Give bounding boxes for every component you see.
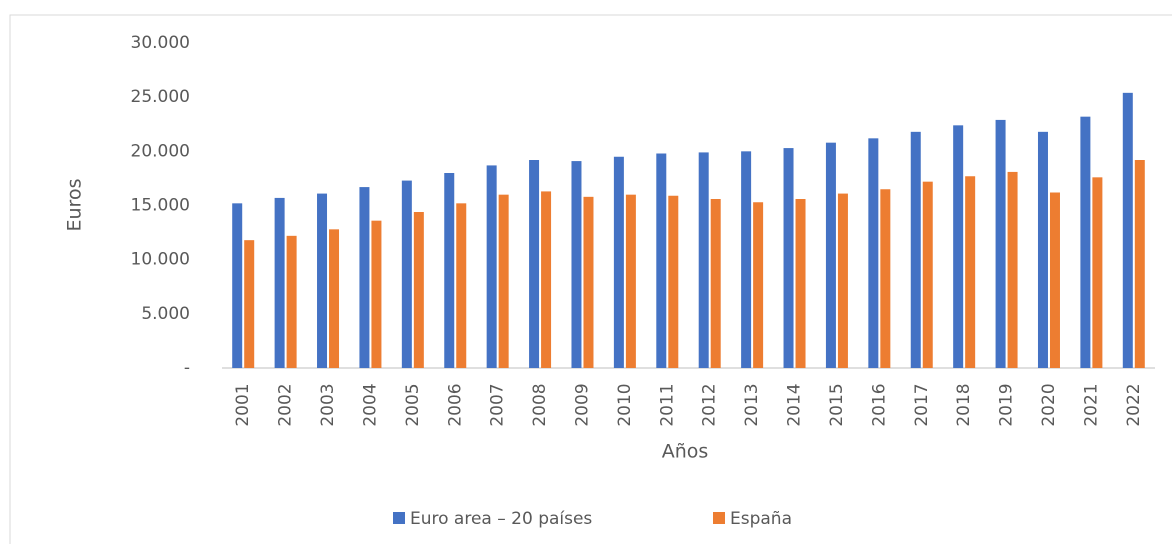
bar [922, 181, 933, 368]
bar [456, 203, 467, 368]
x-tick-label: 2013 [742, 383, 762, 426]
bar [1080, 116, 1091, 369]
bar [1122, 92, 1133, 368]
x-tick-label: 2005 [403, 383, 423, 426]
bar [741, 151, 752, 368]
bar [880, 189, 891, 368]
x-tick-label: 2018 [954, 383, 974, 426]
bar [1037, 131, 1048, 368]
bar [286, 235, 297, 368]
bar [753, 202, 764, 368]
bar [571, 161, 582, 368]
legend-swatch [713, 512, 725, 524]
x-tick-label: 2010 [615, 383, 635, 426]
bar [317, 193, 328, 368]
x-axis-title: Años [662, 441, 709, 463]
bar [825, 142, 836, 368]
x-tick-label: 2006 [445, 383, 465, 426]
bar [1049, 192, 1060, 368]
x-tick-label: 2017 [912, 383, 932, 426]
bar [1007, 171, 1018, 368]
bar [498, 194, 509, 368]
x-tick-label: 2016 [869, 383, 889, 426]
bar [698, 152, 709, 368]
x-tick-label: 2019 [997, 383, 1017, 426]
bar [668, 195, 679, 368]
x-tick-label: 2014 [785, 383, 805, 426]
bar [401, 180, 412, 368]
x-tick-label: 2003 [318, 383, 338, 426]
y-tick-label: 25.000 [131, 87, 190, 107]
legend-label: Euro area – 20 países [410, 509, 592, 529]
bar [795, 199, 806, 368]
bar [995, 119, 1006, 369]
bar [329, 229, 340, 368]
bar [541, 191, 552, 368]
y-tick-label: - [184, 358, 190, 378]
x-tick-label: 2004 [360, 383, 380, 426]
x-tick-label: 2022 [1124, 383, 1144, 426]
bar [274, 197, 285, 368]
bar [232, 203, 243, 368]
bar [583, 196, 594, 368]
x-tick-label: 2001 [233, 383, 253, 426]
y-tick-label: 20.000 [131, 141, 190, 161]
bar [710, 199, 721, 368]
bar [244, 240, 255, 368]
bar [868, 138, 879, 368]
legend-label: España [730, 509, 792, 529]
x-tick-label: 2011 [657, 383, 677, 426]
bar [625, 194, 636, 368]
x-tick-label: 2008 [530, 383, 550, 426]
bar [371, 220, 382, 368]
bar [910, 131, 921, 368]
bar [783, 148, 794, 368]
legend-swatch [393, 512, 405, 524]
bar [613, 156, 624, 368]
bar [529, 160, 540, 368]
y-tick-label: 10.000 [131, 250, 190, 270]
bar [1092, 177, 1103, 368]
bar [965, 176, 976, 368]
x-tick-label: 2015 [827, 383, 847, 426]
y-tick-label: 30.000 [131, 33, 190, 53]
y-tick-label: 5.000 [141, 304, 190, 324]
y-tick-label: 15.000 [131, 196, 190, 216]
x-tick-label: 2009 [572, 383, 592, 426]
x-tick-label: 2012 [700, 383, 720, 426]
x-tick-label: 2002 [276, 383, 296, 426]
chart-frame [9, 14, 1172, 544]
x-tick-label: 2020 [1039, 383, 1059, 426]
bar [1134, 160, 1145, 368]
bar [486, 165, 497, 368]
bar [837, 193, 848, 368]
x-tick-label: 2021 [1081, 383, 1101, 426]
bar [359, 187, 370, 368]
bar [656, 153, 667, 368]
bar [953, 125, 964, 368]
x-tick-label: 2007 [488, 383, 508, 426]
y-axis-title: Euros [64, 179, 86, 232]
bar [413, 212, 424, 368]
bar [444, 173, 455, 368]
